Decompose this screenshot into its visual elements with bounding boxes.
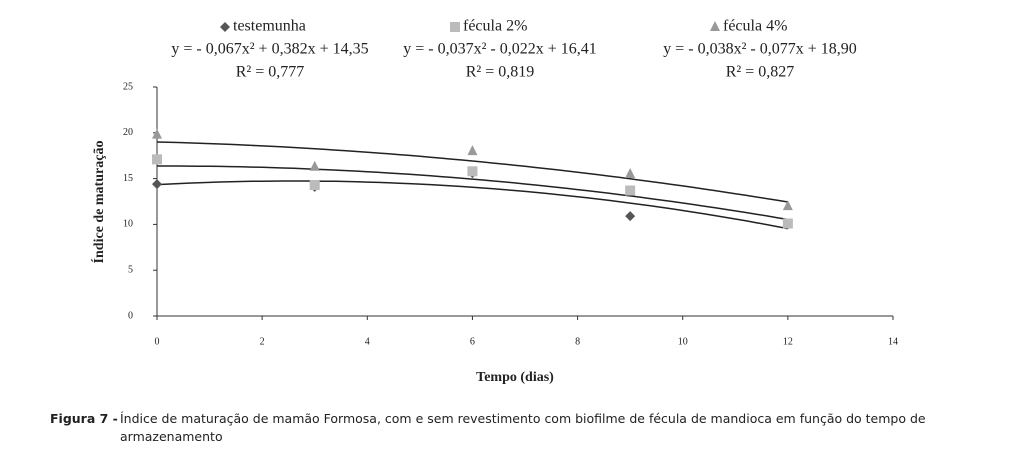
chart: Tempo (dias) Índice de maturação 0 5 10 15 2… <box>90 18 898 386</box>
x-tick-label: 8 <box>575 336 580 347</box>
y-tick-label: 5 <box>128 264 133 275</box>
trend-line <box>156 180 789 230</box>
legend-marker <box>450 22 460 32</box>
data-point <box>467 145 478 156</box>
x-tick-label: 2 <box>260 336 265 347</box>
x-tick-label: 4 <box>365 336 370 347</box>
y-tick-label: 15 <box>123 173 133 184</box>
y-tick-label: 0 <box>128 310 133 321</box>
x-tick-label: 10 <box>678 336 688 347</box>
caption: Figura 7 - Índice de maturação de mamão F… <box>50 410 1009 446</box>
caption-label: Figura 7 - <box>50 411 118 426</box>
x-tick-label: 14 <box>888 336 898 347</box>
data-point <box>467 166 478 177</box>
x-axis-title: Tempo (dias) <box>476 370 554 385</box>
legend-label: testemunha <box>233 18 306 35</box>
data-point <box>152 179 162 190</box>
r-squared: R² = 0,827 <box>726 64 795 81</box>
y-axis-title: Índice de maturação <box>90 141 107 264</box>
legend-label: fécula 4% <box>723 18 787 35</box>
legend-marker <box>710 21 720 31</box>
r-squared: R² = 0,819 <box>466 64 535 81</box>
x-tick-label: 0 <box>155 336 160 347</box>
caption-text: Índice de maturação de mamão Formosa, co… <box>120 411 926 444</box>
data-point <box>309 180 320 191</box>
equation: y = - 0,067x² + 0,382x + 14,35 <box>171 41 368 58</box>
data-point <box>625 185 636 196</box>
data-point <box>625 168 636 179</box>
trend-line <box>157 165 789 221</box>
data-point <box>782 200 793 211</box>
trend-line <box>156 141 789 203</box>
r-squared: R² = 0,777 <box>236 64 305 81</box>
equation: y = - 0,038x² - 0,077x + 18,90 <box>663 41 857 58</box>
equation: y = - 0,037x² - 0,022x + 16,41 <box>403 41 597 58</box>
x-tick-label: 12 <box>783 336 793 347</box>
y-tick-label: 10 <box>123 219 133 230</box>
data-point <box>152 128 162 139</box>
y-tick-label: 25 <box>123 81 133 92</box>
x-tick-label: 6 <box>470 336 475 347</box>
legend-marker <box>220 22 230 32</box>
data-point <box>782 218 793 229</box>
data-point <box>309 160 320 171</box>
data-point <box>625 211 636 222</box>
data-point <box>152 154 162 165</box>
legend-label: fécula 2% <box>463 18 527 35</box>
y-tick-label: 20 <box>123 127 133 138</box>
